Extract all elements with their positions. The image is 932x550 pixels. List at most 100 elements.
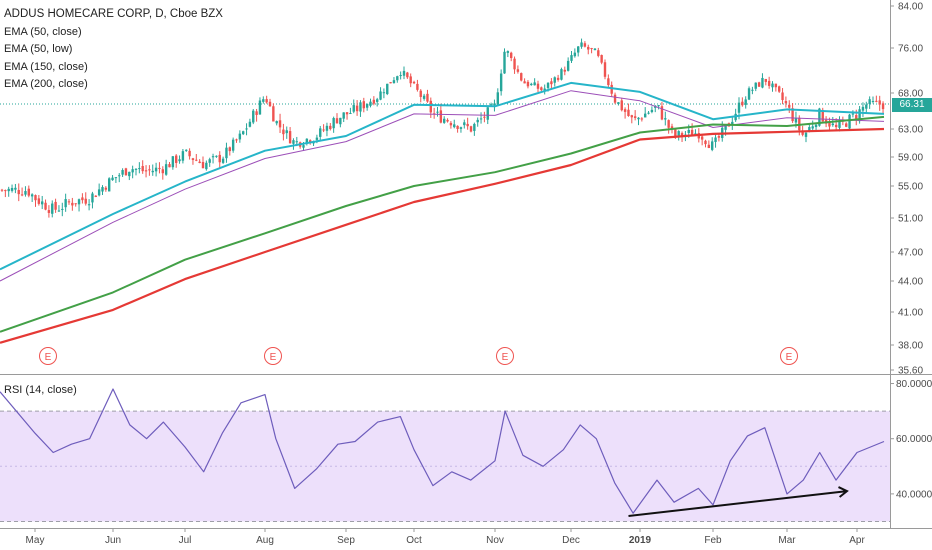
candle xyxy=(77,198,81,212)
candle xyxy=(506,50,510,58)
candle xyxy=(436,107,439,117)
candle xyxy=(570,51,573,63)
candle-body xyxy=(560,69,563,80)
candle-body xyxy=(446,119,449,122)
candle xyxy=(175,154,178,168)
candle-body xyxy=(81,197,84,201)
candle xyxy=(580,38,583,49)
candle-body xyxy=(422,95,426,99)
ema50-low-line xyxy=(0,90,885,282)
candle xyxy=(784,96,788,108)
candle-body xyxy=(838,121,841,128)
candle-body xyxy=(533,82,536,86)
candle-body xyxy=(332,118,335,129)
candle xyxy=(245,123,248,136)
candle xyxy=(402,66,406,80)
candle-body xyxy=(245,128,248,130)
candle-body xyxy=(238,133,242,140)
candle xyxy=(161,166,164,180)
candle-body xyxy=(322,129,325,131)
candle xyxy=(439,103,443,124)
candle-body xyxy=(818,108,821,126)
candle xyxy=(292,138,295,150)
candle xyxy=(191,157,195,165)
price-tick-label: 68.00 xyxy=(898,89,923,100)
candle-body xyxy=(737,102,741,113)
candle-body xyxy=(44,202,47,210)
candle xyxy=(258,97,262,115)
candle-body xyxy=(288,131,292,144)
earnings-marker-circle xyxy=(780,347,798,365)
candle xyxy=(275,120,278,126)
time-tick-label: Feb xyxy=(704,535,722,546)
candle-body xyxy=(791,108,794,122)
candle xyxy=(74,203,77,207)
candle xyxy=(188,148,191,160)
candle xyxy=(228,146,231,156)
candle-body xyxy=(620,100,623,111)
candle xyxy=(386,83,389,96)
legend-ema50-low: EMA (50, low) xyxy=(4,43,73,55)
candle-body xyxy=(590,48,593,50)
candle xyxy=(597,47,600,58)
candle-body xyxy=(57,210,61,212)
rsi-legend: RSI (14, close) xyxy=(4,384,77,396)
candle xyxy=(711,137,714,152)
candle-body xyxy=(453,124,456,128)
ema150-close-line xyxy=(0,115,885,333)
candle xyxy=(151,164,154,176)
candle xyxy=(513,56,516,74)
candle-body xyxy=(667,120,670,128)
candle xyxy=(707,140,711,149)
candle xyxy=(469,125,473,133)
candle-body xyxy=(7,188,10,192)
candle-body xyxy=(489,104,493,106)
candle-body xyxy=(690,129,694,137)
candle xyxy=(700,134,704,146)
candle-body xyxy=(566,60,570,71)
candle-body xyxy=(396,76,399,81)
candle xyxy=(456,125,459,133)
candle xyxy=(215,155,218,158)
time-tick-label: Oct xyxy=(406,535,422,546)
candle-body xyxy=(700,136,704,140)
candle xyxy=(10,184,14,193)
candle-body xyxy=(563,69,566,72)
candle-body xyxy=(469,126,473,132)
candle-body xyxy=(365,103,369,108)
candle-body xyxy=(828,121,831,127)
candle xyxy=(252,108,255,125)
candle-body xyxy=(27,188,30,196)
candle-body xyxy=(138,168,141,170)
candle xyxy=(262,96,265,104)
candle-body xyxy=(144,170,148,172)
candle xyxy=(607,74,610,88)
candle xyxy=(134,168,138,176)
candle-body xyxy=(158,167,161,169)
candle xyxy=(208,157,211,167)
candle xyxy=(198,159,201,164)
time-tick-label: Dec xyxy=(562,535,580,546)
candle xyxy=(195,153,198,162)
candle xyxy=(583,41,587,48)
candle xyxy=(141,160,144,174)
candle xyxy=(372,96,376,106)
candle xyxy=(118,173,121,183)
candle-body xyxy=(0,189,4,191)
candle xyxy=(205,160,208,171)
candle-body xyxy=(141,166,144,172)
earnings-marker-label: E xyxy=(45,352,52,363)
chart-title: ADDUS HOMECARE CORP, D, Cboe BZX xyxy=(4,8,223,20)
candle xyxy=(523,78,526,84)
candle-body xyxy=(4,190,7,192)
candle xyxy=(4,189,7,198)
candle xyxy=(101,185,104,196)
candle-body xyxy=(258,100,262,115)
candle xyxy=(282,123,285,141)
candle-body xyxy=(61,208,64,210)
candle xyxy=(67,199,71,205)
candle xyxy=(647,111,650,115)
candle-body xyxy=(680,133,684,137)
candle-body xyxy=(546,82,550,88)
candle-body xyxy=(503,51,506,74)
